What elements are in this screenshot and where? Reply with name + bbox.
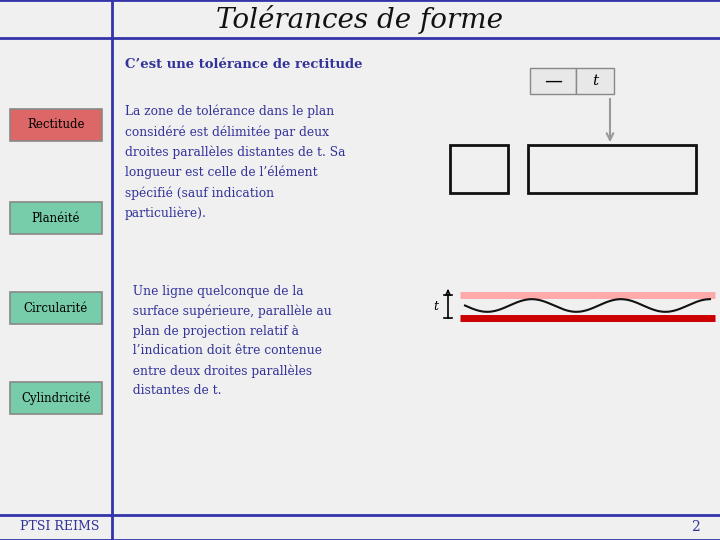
Bar [450, 145, 508, 193]
Bar [10, 202, 102, 234]
Text: Une ligne quelconque de la
  surface supérieure, parallèle au
  plan de projecti: Une ligne quelconque de la surface supér… [125, 285, 332, 397]
Text: t: t [592, 74, 598, 88]
Bar [576, 68, 614, 94]
Text: La zone de tolérance dans le plan
considéré est délimitée par deux
droites paral: La zone de tolérance dans le plan consid… [125, 105, 346, 220]
Text: t: t [433, 300, 438, 313]
Text: Circularité: Circularité [24, 301, 88, 314]
Bar [530, 68, 576, 94]
Text: Cylindricité: Cylindricité [22, 392, 91, 405]
Bar [10, 109, 102, 141]
Text: —: — [544, 72, 562, 90]
Bar [10, 292, 102, 324]
Bar [528, 145, 696, 193]
Text: 2: 2 [691, 520, 700, 534]
Text: Planéité: Planéité [32, 212, 80, 225]
Text: PTSI REIMS: PTSI REIMS [20, 521, 99, 534]
Text: Tolérances de forme: Tolérances de forme [217, 4, 503, 33]
Bar [10, 382, 102, 414]
Text: Rectitude: Rectitude [27, 118, 85, 132]
Text: C’est une tolérance de rectitude: C’est une tolérance de rectitude [125, 58, 362, 71]
